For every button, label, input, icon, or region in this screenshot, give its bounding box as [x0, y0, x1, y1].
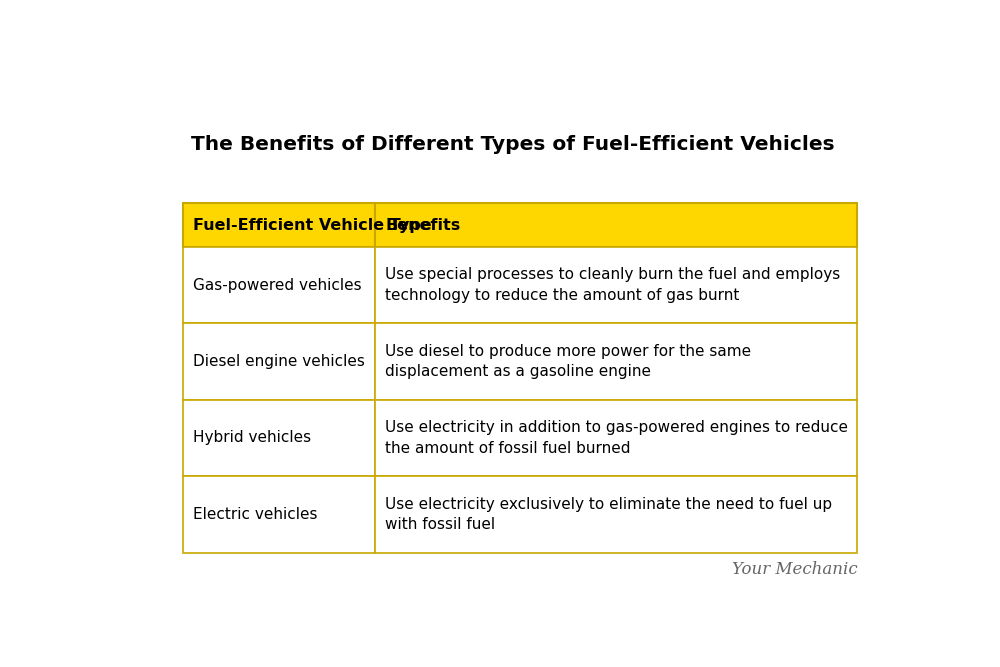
- Text: Gas-powered vehicles: Gas-powered vehicles: [193, 277, 362, 293]
- Text: Use electricity exclusively to eliminate the need to fuel up
with fossil fuel: Use electricity exclusively to eliminate…: [385, 497, 832, 532]
- Bar: [375, 203, 857, 247]
- Bar: [375, 400, 857, 476]
- Text: Use electricity in addition to gas-powered engines to reduce
the amount of fossi: Use electricity in addition to gas-power…: [385, 420, 848, 456]
- Text: Your Mechanic: Your Mechanic: [732, 561, 857, 578]
- Text: Diesel engine vehicles: Diesel engine vehicles: [193, 354, 365, 369]
- Bar: [183, 476, 375, 552]
- Text: Electric vehicles: Electric vehicles: [193, 507, 318, 522]
- Bar: [183, 247, 375, 323]
- Bar: [375, 247, 857, 323]
- Text: Use special processes to cleanly burn the fuel and employs
technology to reduce : Use special processes to cleanly burn th…: [385, 267, 841, 303]
- Text: The Benefits of Different Types of Fuel-Efficient Vehicles: The Benefits of Different Types of Fuel-…: [191, 135, 834, 153]
- Text: Use diesel to produce more power for the same
displacement as a gasoline engine: Use diesel to produce more power for the…: [385, 344, 751, 380]
- Bar: [375, 476, 857, 552]
- Bar: [375, 323, 857, 400]
- Text: Benefits: Benefits: [385, 217, 461, 233]
- Bar: [183, 323, 375, 400]
- Bar: [183, 400, 375, 476]
- Text: Hybrid vehicles: Hybrid vehicles: [193, 430, 311, 446]
- Text: Fuel-Efficient Vehicle Type: Fuel-Efficient Vehicle Type: [193, 217, 432, 233]
- Bar: [183, 203, 375, 247]
